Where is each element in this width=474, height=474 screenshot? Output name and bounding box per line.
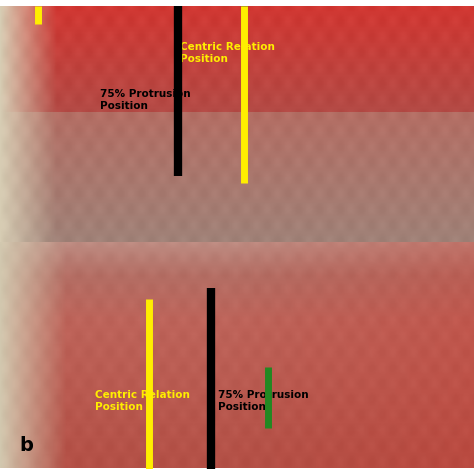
Text: Centric Relation
Position: Centric Relation Position — [95, 390, 190, 411]
Text: Centric Relation
Position: Centric Relation Position — [180, 42, 275, 64]
Text: 75% Protrusion
Position: 75% Protrusion Position — [218, 390, 309, 411]
Text: b: b — [19, 437, 33, 456]
Text: 75% Protrusion
Position: 75% Protrusion Position — [100, 90, 190, 111]
